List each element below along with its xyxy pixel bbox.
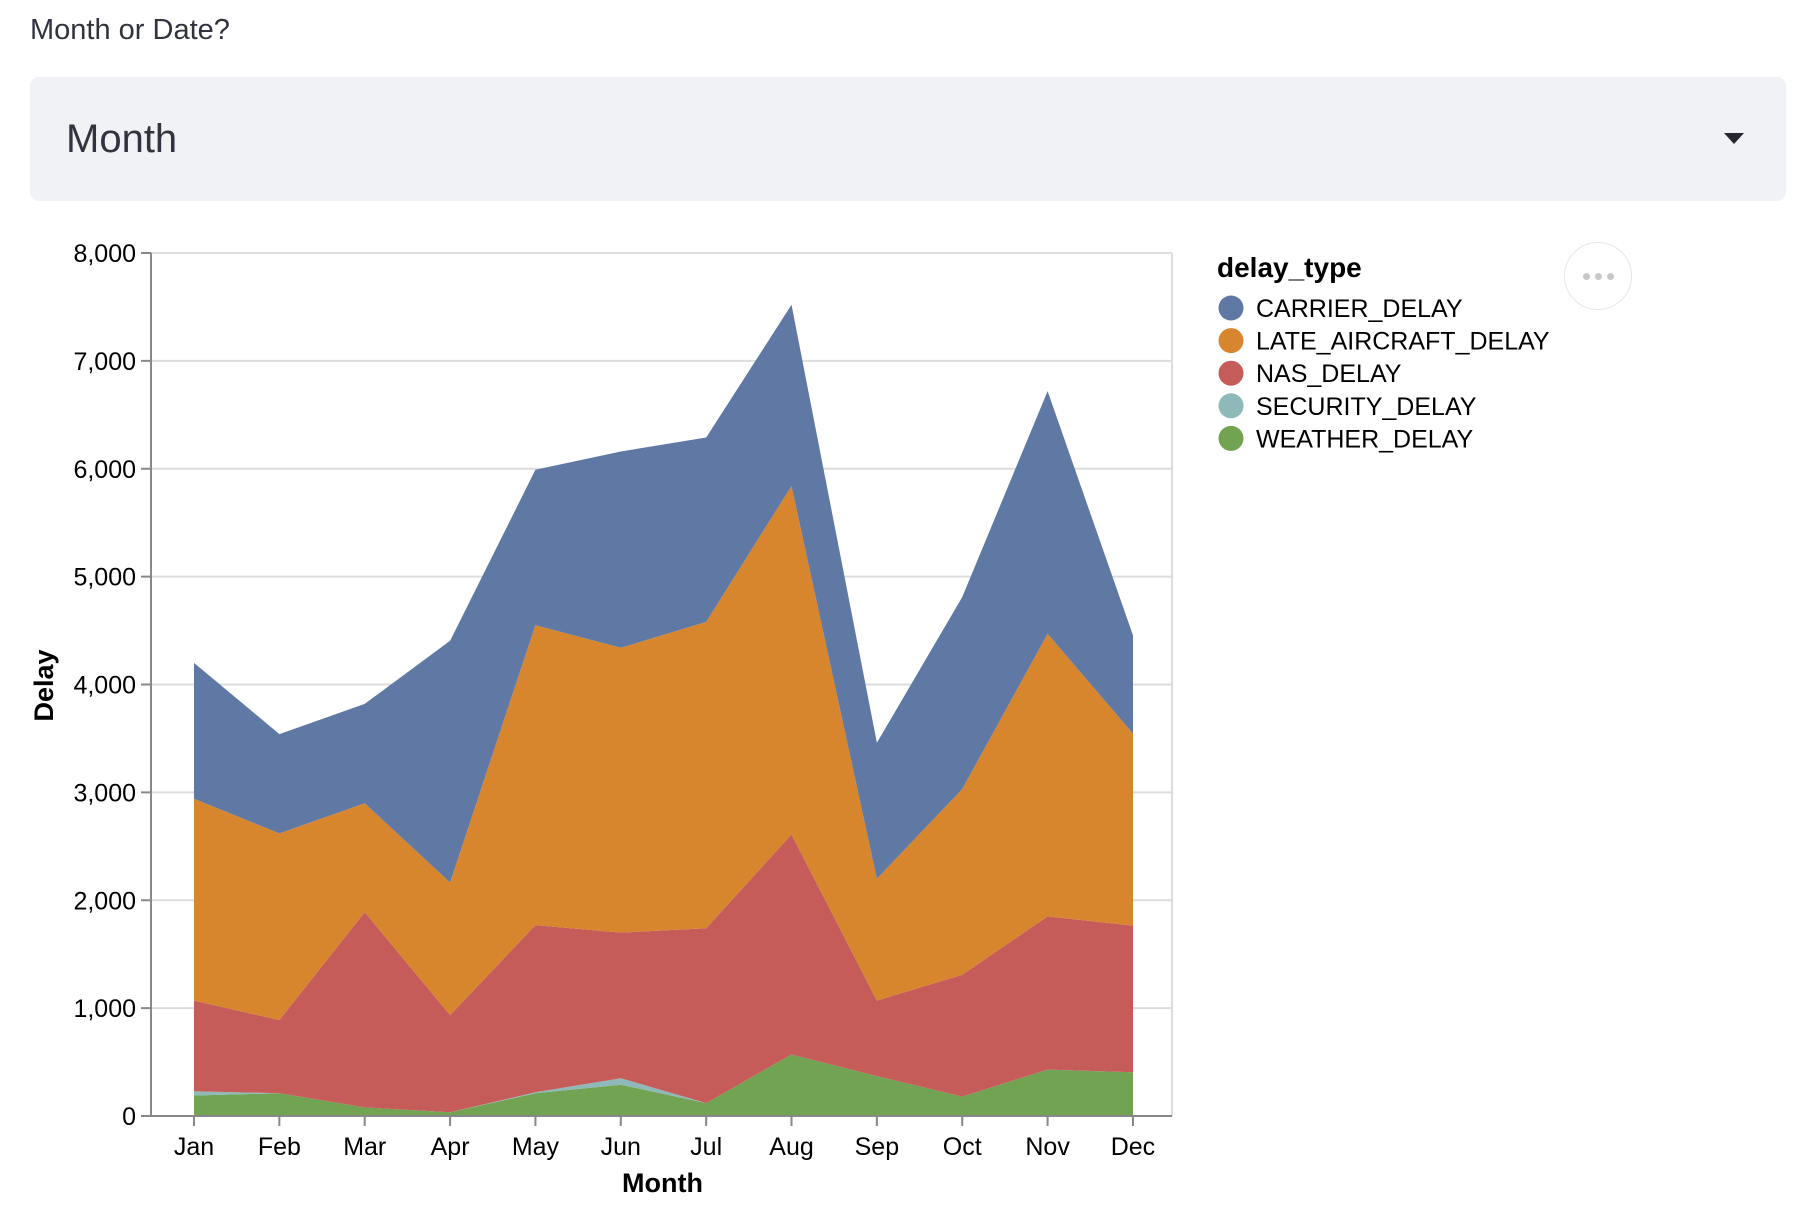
legend-label: LATE_AIRCRAFT_DELAY (1256, 328, 1550, 356)
legend-label: NAS_DELAY (1256, 360, 1402, 388)
area-nas-delay (194, 834, 1133, 1113)
legend-swatch (1218, 295, 1244, 321)
legend-swatch (1218, 393, 1244, 419)
legend-swatch (1218, 425, 1244, 451)
y-tick-label: 4,000 (73, 672, 136, 700)
legend-swatch (1218, 360, 1244, 386)
x-tick-label: Jun (601, 1133, 641, 1161)
legend-swatch (1218, 328, 1244, 354)
y-tick-label: 5,000 (73, 564, 136, 592)
x-tick-label: Jul (690, 1133, 722, 1161)
dot-icon (1582, 272, 1590, 280)
select-value: Month (66, 117, 178, 161)
y-tick-label: 0 (122, 1103, 136, 1131)
area-weather-delay (194, 1054, 1133, 1116)
x-tick-label: Nov (1025, 1133, 1070, 1161)
area-late-aircraft-delay (194, 486, 1133, 1020)
y-tick-label: 8,000 (73, 240, 136, 268)
x-tick-label: Feb (258, 1133, 301, 1161)
x-tick-label: Oct (943, 1133, 982, 1161)
x-tick-label: Sep (855, 1133, 899, 1161)
chart-actions-menu-button[interactable] (1564, 242, 1632, 310)
chevron-down-icon[interactable] (1724, 133, 1744, 144)
y-tick-label: 2,000 (73, 887, 136, 915)
x-tick-label: May (512, 1133, 560, 1161)
y-tick-label: 6,000 (73, 456, 136, 484)
y-tick-label: 1,000 (73, 995, 136, 1023)
legend-label: SECURITY_DELAY (1256, 393, 1477, 421)
x-tick-label: Dec (1111, 1133, 1155, 1161)
month-or-date-select[interactable]: Month (30, 77, 1786, 201)
y-tick-label: 3,000 (73, 779, 136, 807)
legend-label: WEATHER_DELAY (1256, 425, 1474, 453)
y-tick-label: 7,000 (73, 348, 136, 376)
x-tick-label: Mar (343, 1133, 386, 1161)
legend-title: delay_type (1217, 252, 1362, 283)
y-axis-title: Delay (29, 649, 59, 721)
x-tick-label: Apr (431, 1133, 470, 1161)
dot-icon (1606, 272, 1614, 280)
x-tick-label: Aug (769, 1133, 813, 1161)
area-carrier-delay (194, 304, 1133, 883)
dot-icon (1594, 272, 1602, 280)
x-tick-label: Jan (174, 1133, 214, 1161)
x-axis-title: Month (622, 1168, 703, 1198)
legend-label: CARRIER_DELAY (1256, 295, 1463, 323)
select-label: Month or Date? (30, 14, 230, 46)
